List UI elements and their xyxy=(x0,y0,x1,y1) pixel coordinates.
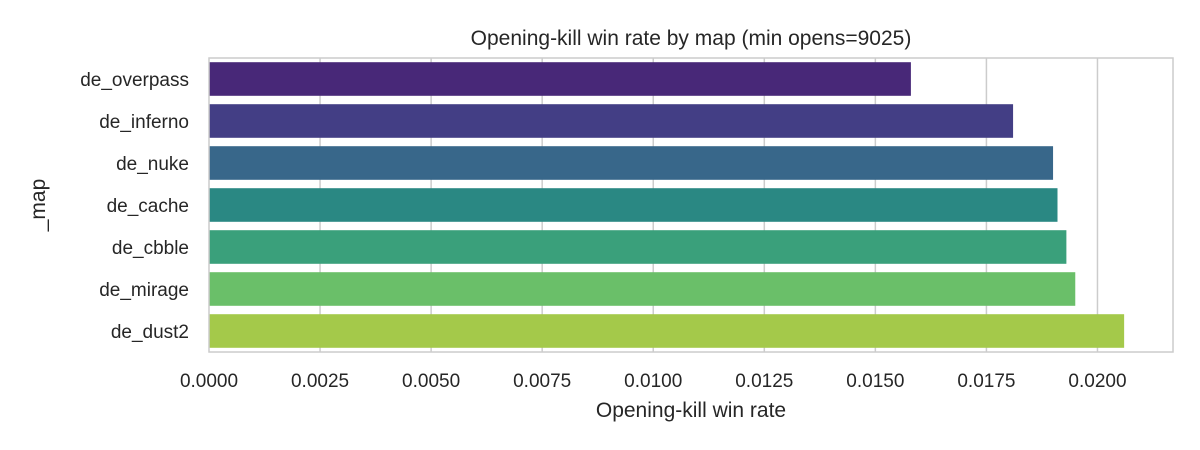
x-tick-label: 0.0175 xyxy=(957,371,1015,392)
y-tick-label: de_mirage xyxy=(99,280,189,301)
y-tick-label: de_inferno xyxy=(99,112,189,133)
bar-de-mirage xyxy=(209,272,1076,306)
bar-de-dust2 xyxy=(209,314,1125,348)
plot-frame xyxy=(208,57,1174,353)
bar-de-nuke xyxy=(209,146,1054,180)
bar-de-inferno xyxy=(209,104,1014,138)
bar-de-cbble xyxy=(209,230,1067,264)
x-tick-label: 0.0000 xyxy=(180,371,238,392)
x-tick-label: 0.0150 xyxy=(846,371,904,392)
bar-de-cache xyxy=(209,188,1058,222)
bar-de-overpass xyxy=(209,62,911,96)
y-tick-label: de_cache xyxy=(107,196,189,217)
y-tick-label: de_dust2 xyxy=(111,322,189,343)
x-tick-label: 0.0100 xyxy=(624,371,682,392)
y-axis-title: _map xyxy=(27,179,50,233)
y-tick-label: de_overpass xyxy=(80,70,189,91)
chart-title: Opening-kill win rate by map (min opens=… xyxy=(471,27,912,50)
bars xyxy=(209,62,1125,348)
x-tick-label: 0.0125 xyxy=(735,371,793,392)
x-tick-label: 0.0025 xyxy=(291,371,349,392)
x-axis-title: Opening-kill win rate xyxy=(596,399,786,422)
x-tick-label: 0.0200 xyxy=(1068,371,1126,392)
y-tick-label: de_cbble xyxy=(112,238,189,259)
y-tick-labels: de_overpass de_inferno de_nuke de_cache de_c… xyxy=(80,70,189,343)
x-tick-labels: 0.0000 0.0025 0.0050 0.0075 0.0100 0.0125 0.01… xyxy=(180,371,1127,392)
x-tick-label: 0.0050 xyxy=(402,371,460,392)
y-tick-label: de_nuke xyxy=(116,154,189,175)
x-tick-label: 0.0075 xyxy=(513,371,571,392)
